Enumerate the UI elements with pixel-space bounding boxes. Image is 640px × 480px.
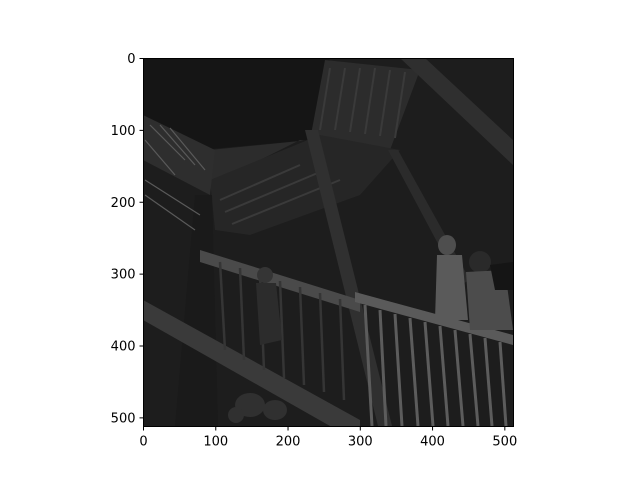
x-tick-label: 0	[139, 435, 147, 450]
image-right-top-beam	[400, 58, 513, 165]
image-center-column	[305, 130, 392, 426]
axes-frame	[143, 58, 514, 427]
image-left-lattice-lines	[144, 124, 206, 231]
image-upper-treads	[219, 67, 406, 225]
y-tick-label: 400	[111, 340, 136, 355]
x-tick-label: 200	[276, 435, 301, 450]
image-lower-handrail	[143, 300, 360, 426]
y-tick-label: 500	[111, 411, 136, 426]
image-foliage	[228, 393, 287, 423]
x-tick-label: 300	[348, 435, 373, 450]
y-tick-label: 200	[111, 196, 136, 211]
image-people	[256, 235, 513, 345]
image-center-balusters	[218, 261, 346, 401]
image-plot	[143, 58, 514, 427]
x-tick-label: 100	[203, 435, 228, 450]
y-axis: 0 100 200 300 400 500	[111, 52, 144, 426]
y-tick-label: 0	[127, 52, 135, 67]
image-upper-stair-underside	[200, 60, 420, 190]
image-right-handrail	[355, 292, 513, 345]
x-tick-label: 500	[492, 435, 517, 450]
y-tick-label: 300	[111, 268, 136, 283]
image-left-lattice	[143, 115, 215, 195]
image-balusters	[363, 304, 508, 427]
y-tick-label: 100	[111, 124, 136, 139]
image-ceiling-shadow	[143, 58, 330, 150]
x-tick-label: 400	[420, 435, 445, 450]
image-landing-platform	[210, 135, 400, 235]
x-axis: 0 100 200 300 400 500	[139, 426, 517, 450]
